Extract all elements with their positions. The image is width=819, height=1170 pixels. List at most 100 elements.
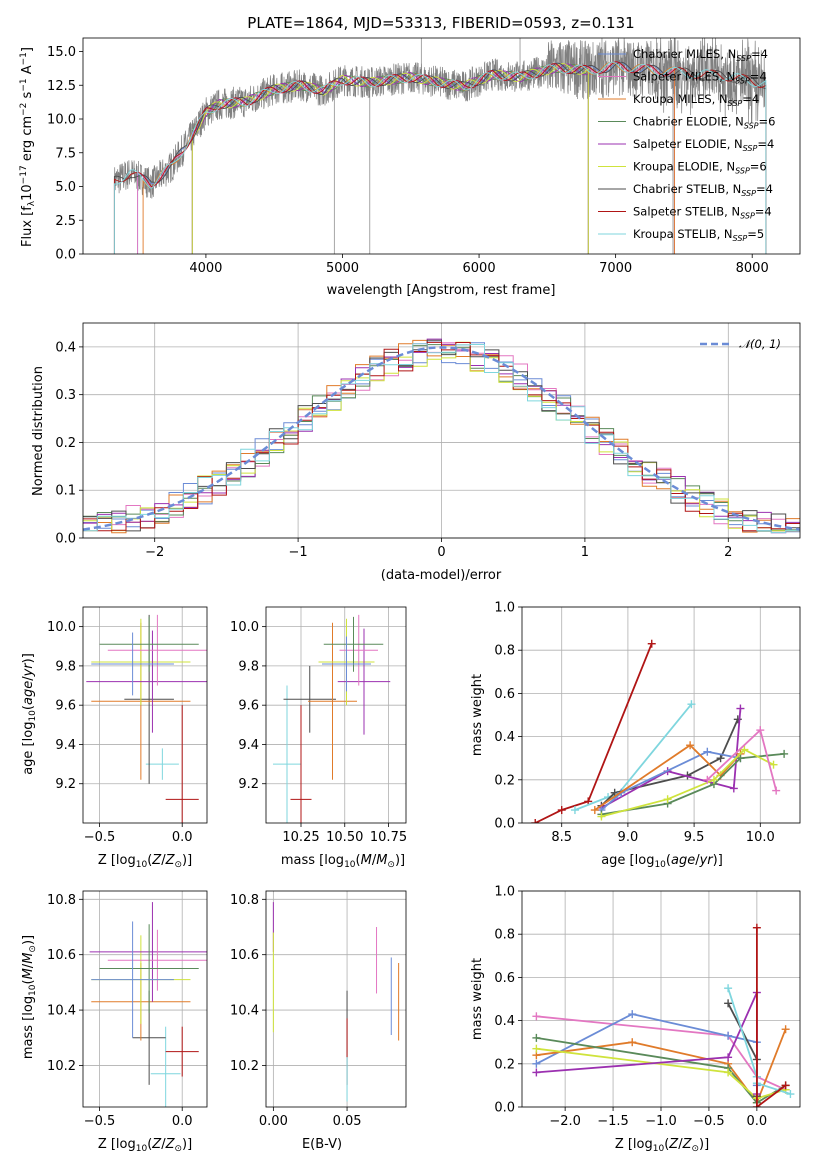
ageZ-ylabel: age [log10(age/yr)] (21, 653, 38, 775)
legend-label-main: Chabrier MILES, N (633, 47, 736, 61)
weight_vs_age-ytick-label: 0.6 (494, 687, 515, 702)
weight_vs_Z-series-line (536, 1015, 786, 1091)
ageM-xlabel: mass [log10(M/M⊙)] (281, 853, 405, 870)
weight_vs_age-point-marker (733, 715, 742, 724)
mZ-xlabel: Z [log10(Z/Z⊙)] (98, 1137, 192, 1154)
weight_vs_Z-point-marker (781, 1081, 790, 1090)
weight_vs_age-ytick-label: 0.4 (494, 730, 515, 745)
weight-vs-age-panel: 8.5 9.0 9.5 10.0 0.0 0.2 0.4 0.6 0.8 1.0 age [log… (470, 601, 801, 870)
weight_vs_age-xtick-label: 9.5 (684, 830, 705, 845)
model-fit-line (113, 61, 767, 254)
wZ-xlabel: Z [log10(Z/Z⊙)] (615, 1137, 709, 1154)
weight_vs_Z-ytick-label: 0.6 (494, 971, 515, 986)
ageZ-xlabel: Z [log10(Z/Z⊙)] (98, 853, 192, 870)
weight_vs_age-xtick-label: 8.5 (551, 830, 572, 845)
age_vs_mass-xtick-label: 10.50 (326, 830, 363, 845)
mass_vs_EBV-ytick-label: 10.2 (230, 1059, 259, 1074)
weight_vs_age-point-marker (687, 700, 696, 709)
weight_vs_Z-xtick-label: −1.5 (597, 1114, 629, 1129)
spectrum-panel: PLATE=1864, MJD=53313, FIBERID=0593, z=0… (19, 14, 801, 298)
mass_vs_Z-frame (82, 890, 208, 1108)
mass_vs_EBV-xtick-label: 0.00 (259, 1114, 288, 1129)
legend-label-main: Salpeter STELIB, N (633, 205, 740, 219)
weight_vs_age-ticks: 8.5 9.0 9.5 10.0 0.0 0.2 0.4 0.6 0.8 1.0 (494, 601, 774, 846)
weight_vs_age-point-marker (736, 754, 745, 763)
age_vs_Z-ytick-label: 9.2 (55, 777, 76, 792)
weight_vs_age-point-marker (703, 775, 712, 784)
age_vs_Z-ytick-label: 9.6 (55, 699, 76, 714)
age_vs_Z-ticks: −0.5 0.0 9.2 9.4 9.6 9.8 10.0 (47, 620, 192, 845)
spectrum-ticks: 4000 5000 6000 7000 8000 0.0 2.5 5.0 7.5 10.0 12.5… (47, 45, 769, 276)
residuals-panel: −2 −1 0 1 2 0.0 0.1 0.2 0.3 0.4 (data-model)/erro… (31, 322, 801, 583)
mass_vs_Z-ticks: −0.5 0.0 10.2 10.4 10.6 10.8 (47, 893, 192, 1129)
age_vs_mass-errorbar-point (323, 616, 384, 672)
legend-label-val: =4 (751, 47, 768, 61)
weight_vs_Z-point-marker (628, 1038, 637, 1047)
spectrum-xtick-label: 6000 (463, 261, 496, 276)
mE-xlabel: E(B-V) (302, 1137, 342, 1152)
mass_vs_Z-errorbar-point (89, 902, 207, 1002)
legend-label: Kroupa MILES, NSSP=4 (633, 92, 759, 108)
age_vs_Z-errorbar-point (91, 632, 174, 696)
weight_vs_Z-ytick-label: 0.8 (494, 928, 515, 943)
weight_vs_age-point-marker (716, 754, 725, 763)
weight_vs_Z-point-marker (724, 1053, 733, 1062)
weight_vs_age-point-marker (557, 806, 566, 815)
mass_vs_EBV-ytick-label: 10.6 (230, 948, 259, 963)
model-fit-line (191, 63, 589, 254)
age_vs_mass-ytick-label: 10.0 (230, 620, 259, 635)
weight_vs_age-point-marker (686, 741, 695, 750)
model-fit-line (113, 61, 767, 254)
legend-label: Salpeter ELODIE, NSSP=4 (633, 137, 774, 153)
mass_vs_Z-errorbar-point (99, 924, 199, 1013)
weight_vs_Z-point-marker (724, 984, 733, 993)
legend-label-sub: SSP (744, 122, 759, 131)
spectrum-frame (82, 37, 801, 255)
weight_vs_age-ytick-label: 0.0 (494, 817, 515, 832)
mass_vs_Z-errorbar-point (91, 921, 174, 1038)
age_vs_Z-xtick-label: 0.0 (172, 830, 193, 845)
legend-label-sub: SSP (728, 99, 743, 108)
legend-label-val: =6 (759, 115, 776, 129)
weight_vs_age-point-marker (663, 795, 672, 804)
legend-label: Chabrier ELODIE, NSSP=6 (633, 115, 775, 131)
legend-label-main: Chabrier STELIB, N (633, 182, 741, 196)
gaussian-legend-label: 𝒩(0, 1) (739, 337, 781, 351)
weight_vs_age-series-line (594, 744, 742, 811)
spectrum-ytick-label: 7.5 (55, 146, 76, 161)
age_vs_mass-ytick-label: 9.4 (238, 738, 259, 753)
legend-label-sub: SSP (740, 212, 755, 221)
spectrum-ylabel: Flux [fλ10−17 erg cm−2 s−1 A−1] (19, 47, 37, 247)
weight_vs_Z-point-marker (724, 1068, 733, 1077)
age_vs_Z-errorbar-point (107, 614, 207, 686)
legend-label: Chabrier STELIB, NSSP=4 (633, 182, 773, 198)
age_vs_mass-errorbar-point (283, 665, 336, 733)
legend-label-val: =4 (742, 92, 759, 106)
age_vs_Z-errorbar-point (99, 616, 199, 672)
mass_vs_Z-ytick-label: 10.6 (47, 948, 76, 963)
weight_vs_age-ytick-label: 1.0 (494, 601, 515, 616)
weight_vs_Z-point-marker (532, 1059, 541, 1068)
wAge-xlabel: age [log10(age/yr)] (601, 853, 723, 870)
age_vs_mass-ytick-label: 9.8 (238, 659, 259, 674)
weight_vs_age-point-marker (772, 786, 781, 795)
mass_vs_EBV-ytick-label: 10.4 (230, 1004, 259, 1019)
mass_vs_Z-xtick-label: 0.0 (172, 1114, 193, 1129)
legend-label-val: =4 (755, 205, 772, 219)
age_vs_Z-ytick-label: 9.4 (55, 738, 76, 753)
age_vs_mass-ticks: 10.25 10.50 10.75 9.2 9.4 9.6 9.8 10.0 (230, 620, 407, 845)
gaussian-curve (83, 346, 800, 531)
weight_vs_Z-point-marker (532, 1012, 541, 1021)
wZ-ylabel: mass weight (470, 958, 485, 1040)
weight_vs_age-point-marker (531, 819, 540, 823)
mass_vs_Z-xtick-label: −0.5 (84, 1114, 116, 1129)
weight_vs_Z-xtick-label: 0.0 (747, 1114, 768, 1129)
residuals-ytick-label: 0.3 (55, 388, 76, 403)
legend-label-main: Chabrier ELODIE, N (633, 115, 744, 129)
weight_vs_Z-point-marker (532, 1033, 541, 1042)
legend-label: Kroupa STELIB, NSSP=5 (633, 227, 764, 243)
weight_vs_Z-ytick-label: 0.4 (494, 1014, 515, 1029)
weight_vs_Z-point-marker (532, 1068, 541, 1077)
legend-label-main: Salpeter ELODIE, N (633, 137, 743, 151)
